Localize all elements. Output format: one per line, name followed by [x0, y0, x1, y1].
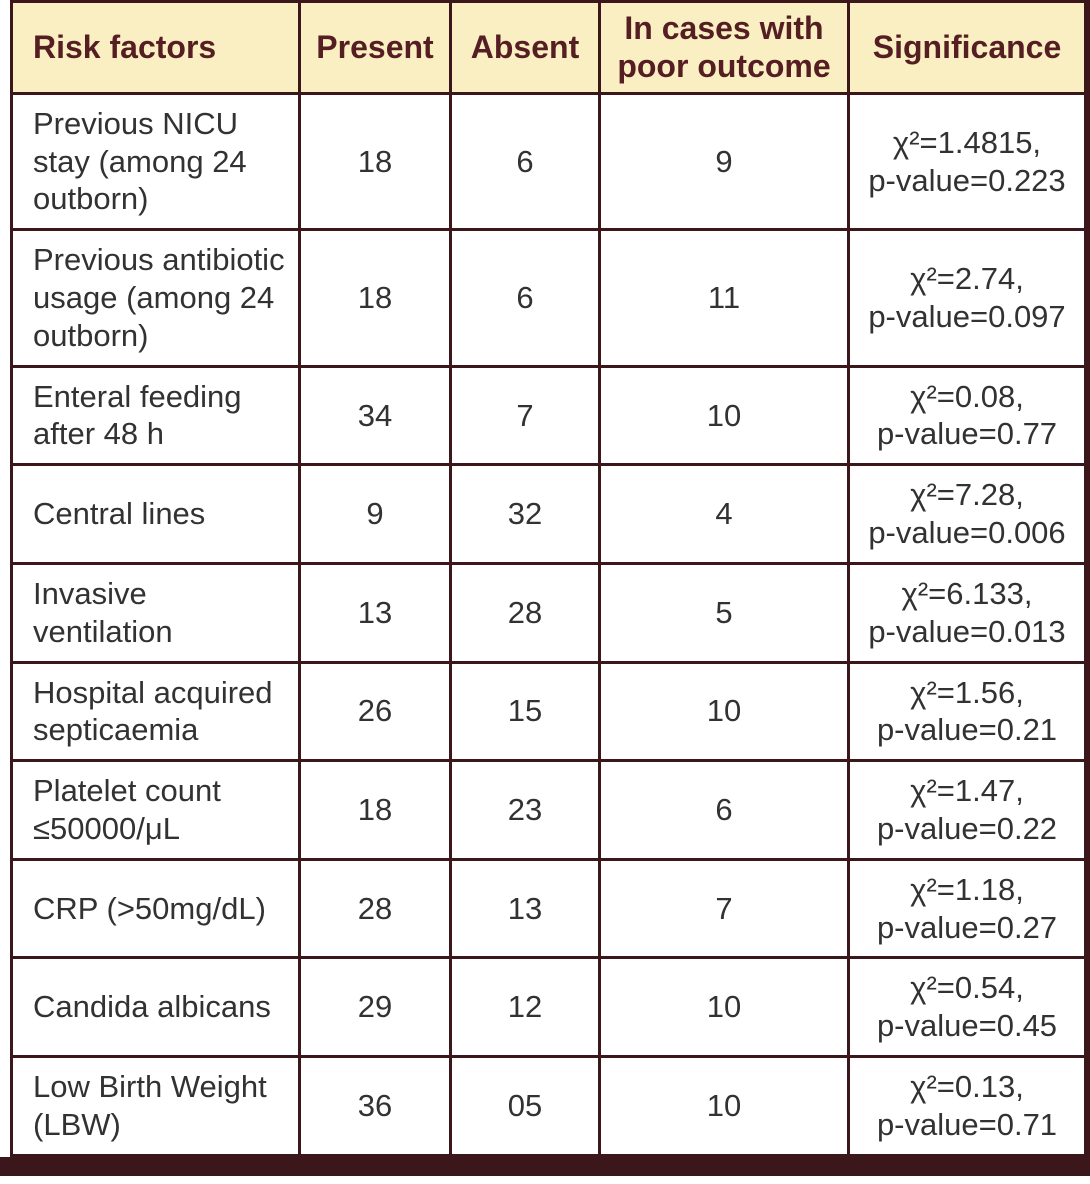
risk-factor-cell: Hospital acquired septicaemia	[10, 660, 301, 763]
absent-count-cell: 15	[449, 660, 601, 763]
absent-count-cell: 13	[449, 857, 601, 960]
significance-cell: χ²=7.28, p-value=0.006	[847, 463, 1089, 565]
significance-cell: χ²=1.47, p-value=0.22	[847, 759, 1089, 861]
poor-outcome-count-cell: 10	[598, 1055, 850, 1157]
poor-outcome-count-cell: 6	[598, 759, 850, 861]
absent-count-cell: 6	[449, 228, 601, 368]
risk-factor-cell: Previous NICU stay (among 24 outborn)	[10, 91, 301, 232]
table-row: Candida albicans 29 12 10 χ²=0.54, p-val…	[10, 956, 1089, 1059]
present-count-cell: 18	[298, 759, 452, 861]
risk-factors-table: Risk factors Present Absent In cases wit…	[10, 0, 1090, 1157]
poor-outcome-count-cell: 10	[598, 956, 850, 1059]
present-count-cell: 34	[298, 364, 452, 467]
table-row: Hospital acquired septicaemia 26 15 10 χ…	[10, 660, 1089, 763]
significance-cell: χ²=1.56, p-value=0.21	[847, 660, 1089, 763]
absent-count-cell: 32	[449, 463, 601, 565]
p-value: p-value=0.006	[868, 515, 1066, 551]
table-row: Invasive ventilation 13 28 5 χ²=6.133, p…	[10, 561, 1089, 664]
table-row: Central lines 9 32 4 χ²=7.28, p-value=0.…	[10, 463, 1089, 565]
column-header-risk-factors: Risk factors	[10, 0, 301, 95]
risk-factor-cell: Platelet count ≤50000/μL	[10, 759, 301, 861]
absent-count-cell: 05	[449, 1055, 601, 1157]
risk-factor-cell: Central lines	[10, 463, 301, 565]
present-count-cell: 13	[298, 561, 452, 664]
risk-factor-cell: Low Birth Weight (LBW)	[10, 1055, 301, 1157]
poor-outcome-count-cell: 5	[598, 561, 850, 664]
significance-cell: χ²=2.74, p-value=0.097	[847, 228, 1089, 368]
table-row: Low Birth Weight (LBW) 36 05 10 χ²=0.13,…	[10, 1055, 1089, 1157]
present-count-cell: 29	[298, 956, 452, 1059]
present-count-cell: 18	[298, 228, 452, 368]
header-row: Risk factors Present Absent In cases wit…	[10, 0, 1089, 95]
significance-cell: χ²=1.18, p-value=0.27	[847, 857, 1089, 960]
significance-cell: χ²=1.4815, p-value=0.223	[847, 91, 1089, 232]
chi-square-value: χ²=2.74,	[910, 261, 1024, 297]
p-value: p-value=0.77	[876, 416, 1058, 452]
p-value: p-value=0.21	[876, 712, 1058, 748]
present-count-cell: 36	[298, 1055, 452, 1157]
present-count-cell: 9	[298, 463, 452, 565]
table-bottom-rule	[0, 1156, 1090, 1176]
poor-outcome-count-cell: 10	[598, 660, 850, 763]
column-header-present: Present	[298, 0, 452, 95]
significance-cell: χ²=0.13, p-value=0.71	[847, 1055, 1089, 1157]
table-row: Previous NICU stay (among 24 outborn) 18…	[10, 91, 1089, 232]
p-value: p-value=0.013	[868, 613, 1066, 649]
significance-cell: χ²=6.133, p-value=0.013	[847, 561, 1089, 664]
chi-square-value: χ²=1.18,	[910, 871, 1024, 907]
table-row: Platelet count ≤50000/μL 18 23 6 χ²=1.47…	[10, 759, 1089, 861]
absent-count-cell: 28	[449, 561, 601, 664]
p-value: p-value=0.27	[876, 909, 1058, 945]
poor-outcome-count-cell: 10	[598, 364, 850, 467]
table-row: Enteral feeding after 48 h 34 7 10 χ²=0.…	[10, 364, 1089, 467]
risk-factor-cell: CRP (>50mg/dL)	[10, 857, 301, 960]
present-count-cell: 18	[298, 91, 452, 232]
chi-square-value: χ²=0.13,	[910, 1069, 1024, 1105]
table-container: Risk factors Present Absent In cases wit…	[10, 0, 1090, 1157]
risk-factor-cell: Candida albicans	[10, 956, 301, 1059]
table-header: Risk factors Present Absent In cases wit…	[10, 0, 1089, 95]
table-body: Previous NICU stay (among 24 outborn) 18…	[10, 91, 1089, 1157]
absent-count-cell: 6	[449, 91, 601, 232]
column-header-significance: Significance	[847, 0, 1089, 95]
risk-factor-cell: Invasive ventilation	[10, 561, 301, 664]
risk-factor-cell: Enteral feeding after 48 h	[10, 364, 301, 467]
significance-cell: χ²=0.08, p-value=0.77	[847, 364, 1089, 467]
absent-count-cell: 12	[449, 956, 601, 1059]
significance-cell: χ²=0.54, p-value=0.45	[847, 956, 1089, 1059]
chi-square-value: χ²=1.56,	[910, 674, 1024, 710]
chi-square-value: χ²=1.4815,	[892, 124, 1042, 160]
table-row: Previous antibiotic usage (among 24 outb…	[10, 228, 1089, 368]
chi-square-value: χ²=0.54,	[910, 970, 1024, 1006]
poor-outcome-count-cell: 11	[598, 228, 850, 368]
poor-outcome-count-cell: 9	[598, 91, 850, 232]
p-value: p-value=0.45	[876, 1008, 1058, 1044]
p-value: p-value=0.71	[876, 1106, 1058, 1142]
chi-square-value: χ²=6.133,	[901, 575, 1033, 611]
chi-square-value: χ²=7.28,	[910, 477, 1024, 513]
p-value: p-value=0.097	[868, 298, 1066, 334]
p-value: p-value=0.22	[876, 810, 1058, 846]
present-count-cell: 28	[298, 857, 452, 960]
column-header-absent: Absent	[449, 0, 601, 95]
chi-square-value: χ²=1.47,	[910, 773, 1024, 809]
table-row: CRP (>50mg/dL) 28 13 7 χ²=1.18, p-value=…	[10, 857, 1089, 960]
absent-count-cell: 7	[449, 364, 601, 467]
column-header-poor-outcome: In cases with poor outcome	[598, 0, 850, 95]
absent-count-cell: 23	[449, 759, 601, 861]
chi-square-value: χ²=0.08,	[910, 378, 1024, 414]
poor-outcome-count-cell: 4	[598, 463, 850, 565]
risk-factor-cell: Previous antibiotic usage (among 24 outb…	[10, 228, 301, 368]
present-count-cell: 26	[298, 660, 452, 763]
poor-outcome-count-cell: 7	[598, 857, 850, 960]
p-value: p-value=0.223	[868, 162, 1066, 198]
